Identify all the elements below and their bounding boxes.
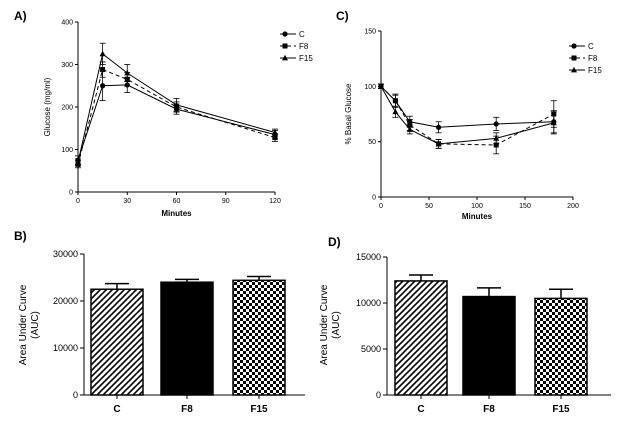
data-point-c (100, 83, 106, 89)
legend-marker-f15 (282, 54, 288, 61)
y-axis-label-line-1: Area Under Curve (319, 284, 330, 365)
legend-label-f15: F15 (588, 66, 602, 75)
y-tick-label: 200 (61, 105, 73, 112)
category-label-f15: F15 (250, 404, 268, 415)
y-tick-label: 0 (372, 195, 376, 202)
panel-label-d: D) (328, 235, 341, 249)
panel-a-glucose-chart: A) Glucose (mg/ml) Minutes 0100200300400… (14, 9, 313, 218)
data-point-c (493, 121, 499, 127)
legend-label-c: C (299, 30, 305, 39)
y-tick-label: 0 (69, 190, 73, 197)
x-axis-label: Minutes (462, 212, 493, 221)
x-tick-label: 100 (471, 203, 483, 210)
y-tick-label: 10000 (53, 343, 78, 353)
bar-f15 (232, 279, 286, 396)
y-tick-label: 15000 (356, 252, 381, 262)
y-tick-label: 0 (376, 390, 381, 400)
data-point-f8 (392, 98, 398, 104)
series-line-c (77, 84, 276, 161)
series-line-f8 (77, 68, 276, 165)
y-axis-label: % Basal Glucose (344, 83, 353, 144)
category-label-c: C (417, 404, 424, 415)
y-tick-label: 300 (61, 62, 73, 69)
legend-label-f8: F8 (299, 42, 309, 51)
series-line-f15 (380, 86, 554, 145)
x-tick-label: 200 (567, 203, 579, 210)
panel-d-auc-chart: D) Area Under Curve (AUC) 0 5000 10000 1500… (319, 235, 611, 415)
legend-marker-c (571, 43, 577, 49)
x-tick-label: 0 (76, 198, 80, 205)
data-point-f15 (75, 159, 81, 165)
y-tick-label: 0 (73, 390, 78, 400)
x-tick-label: 30 (123, 198, 131, 205)
data-point-f15 (392, 108, 399, 115)
y-axis-label: Glucose (mg/ml) (43, 77, 52, 136)
category-label-f15: F15 (552, 404, 570, 415)
data-point-f15 (99, 50, 106, 57)
panel-b-auc-chart: B) Area Under Curve (AUC) 0 10000 20000 300… (14, 229, 305, 415)
category-label-f8: F8 (181, 404, 193, 415)
category-label-c: C (113, 404, 120, 415)
y-tick-label: 100 (61, 147, 73, 154)
legend-label-f15: F15 (299, 54, 313, 63)
series-line-f8 (380, 85, 555, 146)
data-point-f15 (272, 129, 278, 135)
legend-marker-f8 (571, 55, 577, 61)
data-point-f15 (173, 101, 180, 108)
y-tick-label: 5000 (361, 344, 381, 354)
y-tick-label: 20000 (53, 296, 78, 306)
x-tick-label: 90 (222, 198, 230, 205)
y-tick-label: 50 (368, 139, 376, 146)
panel-label-a: A) (14, 9, 27, 23)
x-tick-label: 50 (425, 203, 433, 210)
legend-label-c: C (588, 42, 594, 51)
data-point-f15 (435, 140, 442, 147)
y-tick-label: 150 (364, 29, 376, 36)
x-tick-label: 60 (173, 198, 181, 205)
x-tick-label: 120 (269, 198, 281, 205)
panel-c-basal-glucose-chart: C) % Basal Glucose Minutes 0 50 100 150 0 50 1… (336, 9, 602, 221)
bar-c (90, 288, 144, 396)
data-point-f15 (493, 135, 500, 141)
bar-f15 (534, 297, 588, 396)
panel-label-b: B) (14, 229, 27, 243)
data-point-f15 (378, 83, 384, 89)
data-point-f15 (406, 126, 413, 132)
legend-marker-c (282, 31, 288, 37)
bar-c (394, 280, 448, 396)
y-tick-label: 400 (61, 20, 73, 27)
legend-label-f8: F8 (588, 54, 598, 63)
y-axis-label-line-2: (AUC) (30, 311, 41, 339)
y-axis-label-line-1: Area Under Curve (18, 284, 29, 365)
legend-marker-f15 (571, 66, 577, 73)
data-point-f8 (100, 67, 106, 73)
y-tick-label: 100 (364, 84, 376, 91)
bar-f8 (160, 281, 214, 396)
data-point-f8 (272, 135, 278, 141)
data-point-c (436, 124, 442, 130)
data-point-f8 (493, 142, 499, 148)
y-tick-label: 30000 (53, 249, 78, 259)
x-axis-label: Minutes (161, 209, 192, 218)
y-axis-label-line-2: (AUC) (331, 311, 342, 339)
y-tick-label: 10000 (356, 298, 381, 308)
x-tick-label: 150 (519, 203, 531, 210)
data-point-f15 (550, 119, 557, 126)
x-tick-label: 0 (379, 203, 383, 210)
bar-f8 (462, 295, 516, 396)
legend-marker-f8 (282, 43, 288, 49)
data-point-f15 (124, 69, 131, 76)
panel-label-c: C) (336, 9, 349, 23)
category-label-f8: F8 (483, 404, 495, 415)
